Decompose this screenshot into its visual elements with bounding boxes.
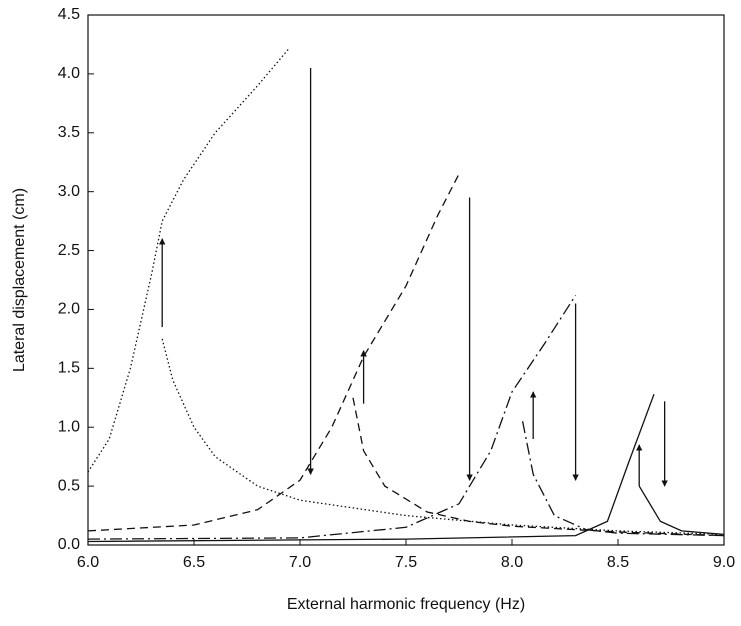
curve xyxy=(87,294,577,540)
x-tick-label: 9.0 xyxy=(713,554,735,571)
y-tick-label: 3.5 xyxy=(58,124,80,141)
y-tick-label: 0.5 xyxy=(58,477,80,494)
x-tick-label: 8.0 xyxy=(501,554,523,571)
curve xyxy=(638,485,725,536)
curve xyxy=(87,47,290,473)
y-tick-label: 1.0 xyxy=(58,418,80,435)
curve xyxy=(521,421,725,537)
y-axis-label: Lateral displacement (cm) xyxy=(11,188,28,372)
curve xyxy=(87,173,460,532)
x-axis-label: External harmonic frequency (Hz) xyxy=(287,596,525,613)
y-tick-label: 4.5 xyxy=(58,6,80,23)
x-tick-label: 6.5 xyxy=(183,554,205,571)
curve xyxy=(161,338,725,536)
y-tick-label: 2.0 xyxy=(58,301,80,318)
y-tick-label: 4.0 xyxy=(58,65,80,82)
x-tick-label: 8.5 xyxy=(607,554,629,571)
x-tick-label: 7.5 xyxy=(395,554,417,571)
plot-frame xyxy=(87,14,725,546)
y-tick-label: 2.5 xyxy=(58,242,80,259)
y-tick-label: 0.0 xyxy=(58,536,80,553)
x-tick-label: 7.0 xyxy=(289,554,311,571)
y-tick-label: 1.5 xyxy=(58,360,80,377)
x-tick-label: 6.0 xyxy=(77,554,99,571)
curve xyxy=(352,397,725,537)
curve xyxy=(87,393,655,543)
y-tick-label: 3.0 xyxy=(58,183,80,200)
